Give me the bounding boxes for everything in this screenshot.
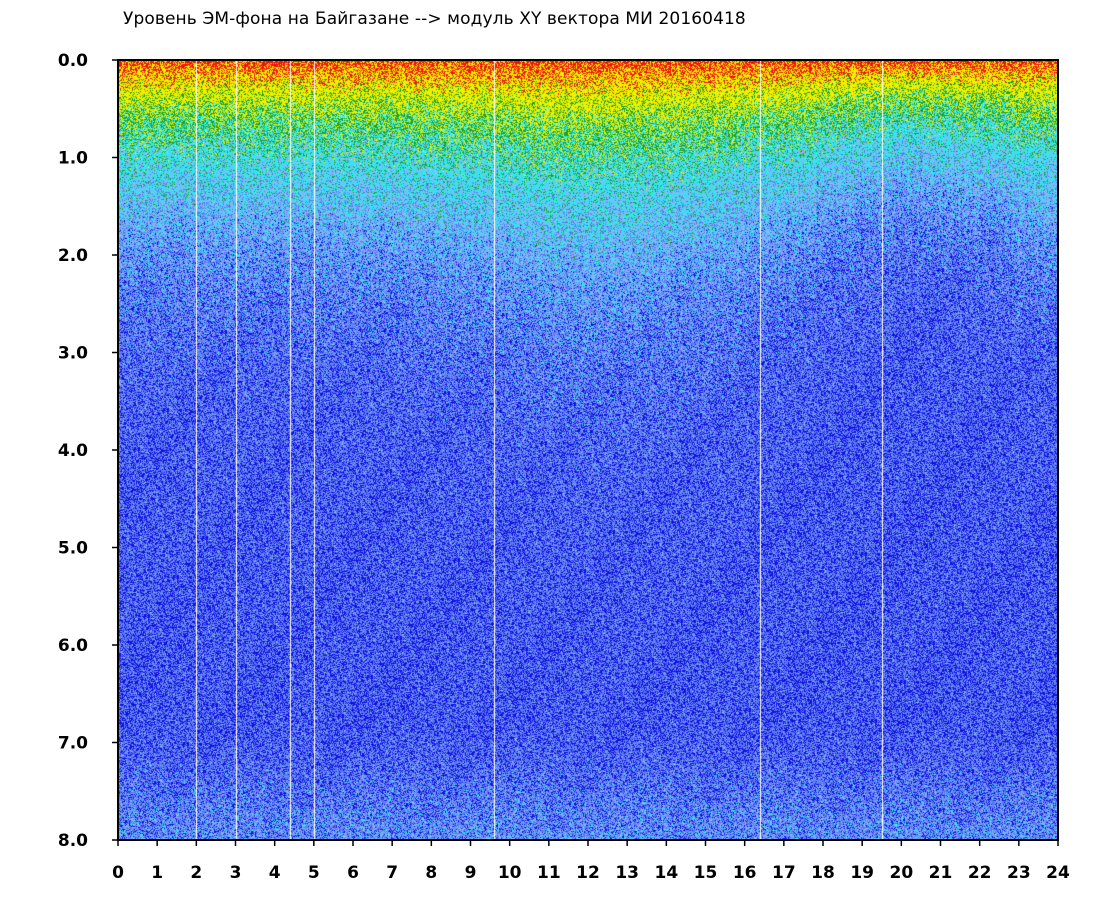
x-tick-label: 10 — [498, 863, 522, 883]
y-tick-label: 8.0 — [58, 831, 88, 851]
x-tick-label: 15 — [694, 863, 718, 883]
x-tick-label: 6 — [347, 863, 359, 883]
x-tick-label: 21 — [929, 863, 953, 883]
y-tick-label: 4.0 — [58, 441, 88, 461]
x-tick-label: 8 — [425, 863, 437, 883]
x-tick-label: 3 — [230, 863, 242, 883]
x-tick-label: 23 — [1007, 863, 1031, 883]
y-axis: 0.0 1.0 2.0 3.0 4.0 5.0 6.0 7.0 8.0 — [58, 51, 118, 851]
x-tick-label: 14 — [654, 863, 678, 883]
x-tick-label: 19 — [850, 863, 874, 883]
x-tick-label: 18 — [811, 863, 835, 883]
heatmap-image — [118, 60, 1058, 840]
y-tick-label: 7.0 — [58, 734, 88, 754]
y-tick-label: 6.0 — [58, 636, 88, 656]
x-tick-label: 2 — [190, 863, 202, 883]
y-tick-label: 3.0 — [58, 344, 88, 364]
x-tick-label: 0 — [112, 863, 124, 883]
x-tick-label: 16 — [733, 863, 757, 883]
x-tick-label: 11 — [537, 863, 561, 883]
chart-title: Уровень ЭМ-фона на Байгазане --> модуль … — [123, 9, 746, 29]
y-tick-label: 0.0 — [58, 51, 88, 71]
x-tick-label: 7 — [386, 863, 398, 883]
x-tick-label: 22 — [968, 863, 992, 883]
x-tick-label: 1 — [151, 863, 163, 883]
x-tick-label: 5 — [308, 863, 320, 883]
x-tick-label: 24 — [1046, 863, 1070, 883]
y-tick-label: 5.0 — [58, 539, 88, 559]
x-tick-label: 12 — [576, 863, 600, 883]
x-tick-label: 4 — [269, 863, 281, 883]
x-axis: 0 1 2 3 4 5 6 7 8 9 10 11 12 13 14 15 16 17 18 19 20 21 22 23 24 — [112, 840, 1070, 883]
x-tick-label: 20 — [889, 863, 913, 883]
x-tick-label: 13 — [615, 863, 639, 883]
y-tick-label: 2.0 — [58, 246, 88, 266]
y-tick-label: 1.0 — [58, 149, 88, 169]
x-tick-label: 17 — [772, 863, 796, 883]
x-tick-label: 9 — [465, 863, 477, 883]
